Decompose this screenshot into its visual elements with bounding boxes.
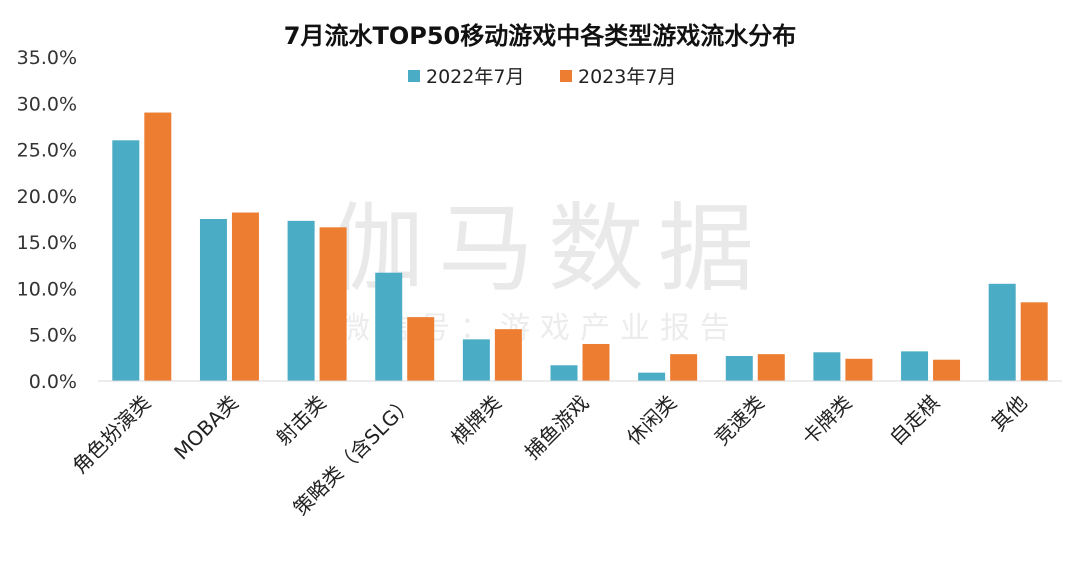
bar	[845, 358, 873, 381]
y-tick-label: 25.0%	[17, 140, 77, 162]
bar	[813, 352, 841, 381]
bar	[1020, 302, 1048, 381]
x-tick-label: 其他	[986, 391, 1031, 436]
bar	[901, 351, 929, 381]
y-tick-label: 20.0%	[17, 186, 77, 208]
x-tick-label: 竞速类	[709, 391, 768, 450]
bar	[144, 112, 172, 382]
bar	[550, 365, 578, 381]
bar	[582, 343, 610, 381]
legend-label: 2023年7月	[578, 66, 676, 88]
legend-swatch	[408, 70, 420, 82]
y-tick-label: 0.0%	[29, 371, 77, 393]
x-tick-label: 休闲类	[622, 391, 681, 450]
y-tick-label: 5.0%	[29, 325, 77, 347]
bar	[407, 317, 435, 381]
bar	[319, 227, 347, 381]
bar	[933, 359, 961, 381]
y-tick-label: 35.0%	[17, 47, 77, 69]
legend-swatch	[560, 70, 572, 82]
y-tick-label: 10.0%	[17, 278, 77, 300]
bar	[199, 219, 227, 381]
bar	[494, 329, 522, 381]
x-tick-label: 棋牌类	[447, 391, 506, 450]
bar	[375, 272, 403, 381]
x-tick-label: 角色扮演类	[68, 391, 156, 479]
x-tick-label: MOBA类	[169, 391, 243, 465]
y-tick-label: 15.0%	[17, 232, 77, 254]
bar	[231, 212, 259, 381]
y-axis: 0.0% 5.0% 10.0% 15.0% 20.0% 25.0% 30.0% 35.0%	[17, 47, 77, 393]
bar	[287, 220, 315, 381]
x-tick-label: 射击类	[271, 391, 330, 450]
bar	[725, 356, 753, 381]
bar	[988, 283, 1016, 381]
bars	[98, 112, 1062, 382]
x-tick-label: 捕鱼游戏	[520, 391, 594, 465]
bar	[757, 354, 785, 381]
legend-label: 2022年7月	[426, 66, 524, 88]
x-tick-label: 卡牌类	[797, 391, 856, 450]
y-tick-label: 30.0%	[17, 93, 77, 115]
watermark-sub: 微信号：游戏产业报告	[340, 311, 740, 346]
chart-title: 7月流水TOP50移动游戏中各类型游戏流水分布	[284, 22, 796, 50]
bar	[670, 354, 698, 381]
x-tick-label: 自走棋	[885, 391, 944, 450]
bar	[638, 372, 666, 381]
bar	[462, 339, 490, 381]
legend: 2022年7月 2023年7月	[408, 66, 676, 88]
bar	[112, 140, 140, 381]
